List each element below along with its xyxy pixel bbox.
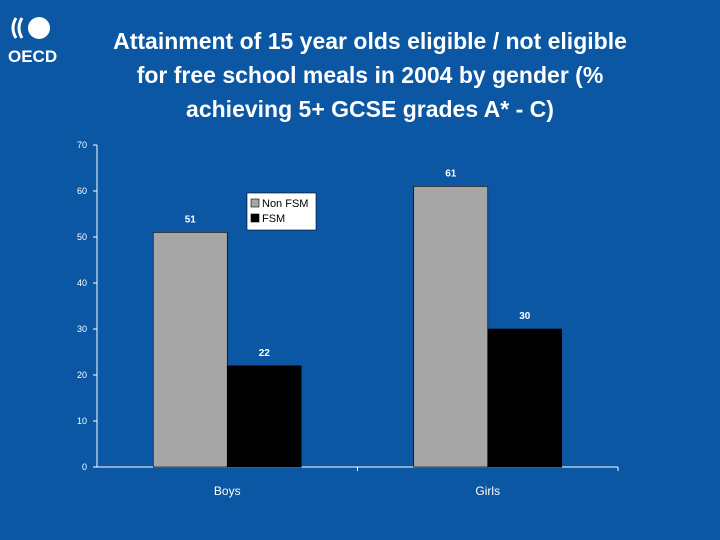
data-label: 51 bbox=[185, 214, 197, 225]
y-tick-label: 0 bbox=[82, 462, 87, 472]
data-label: 30 bbox=[519, 311, 531, 322]
title-line-2: for free school meals in 2004 by gender … bbox=[136, 62, 604, 88]
y-tick-label: 30 bbox=[77, 324, 87, 334]
legend-swatch bbox=[250, 198, 260, 208]
y-tick-label: 10 bbox=[77, 416, 87, 426]
x-category-label: Boys bbox=[214, 484, 241, 498]
chart-labels: 51 22 Boys 61 30 Girls bbox=[185, 168, 531, 498]
oecd-logo-text: OECD bbox=[8, 47, 57, 66]
y-tick-label: 20 bbox=[77, 370, 87, 380]
x-category-label: Girls bbox=[475, 484, 500, 498]
legend-label: Non FSM bbox=[262, 198, 308, 210]
chart-title: Attainment of 15 year olds eligible / no… bbox=[40, 24, 700, 126]
bar-fsm-girls bbox=[487, 328, 563, 468]
bar-non-fsm-boys bbox=[152, 232, 228, 468]
data-label: 22 bbox=[259, 348, 271, 359]
bar-fsm-boys bbox=[226, 365, 302, 468]
y-tick-label: 70 bbox=[77, 140, 87, 150]
legend-label: FSM bbox=[262, 213, 285, 225]
chart-legend: Non FSM FSM bbox=[246, 192, 317, 231]
bar-non-fsm-girls bbox=[413, 186, 489, 468]
y-tick-label: 50 bbox=[77, 232, 87, 242]
oecd-logo-icon: OECD bbox=[8, 17, 57, 66]
chart-bars bbox=[152, 186, 563, 468]
data-label: 61 bbox=[445, 168, 457, 179]
legend-swatch bbox=[250, 213, 260, 223]
y-tick-label: 40 bbox=[77, 278, 87, 288]
y-tick-label: 60 bbox=[77, 186, 87, 196]
title-line-1: Attainment of 15 year olds eligible / no… bbox=[113, 28, 627, 54]
title-line-3: achieving 5+ GCSE grades A* - C) bbox=[186, 96, 554, 122]
